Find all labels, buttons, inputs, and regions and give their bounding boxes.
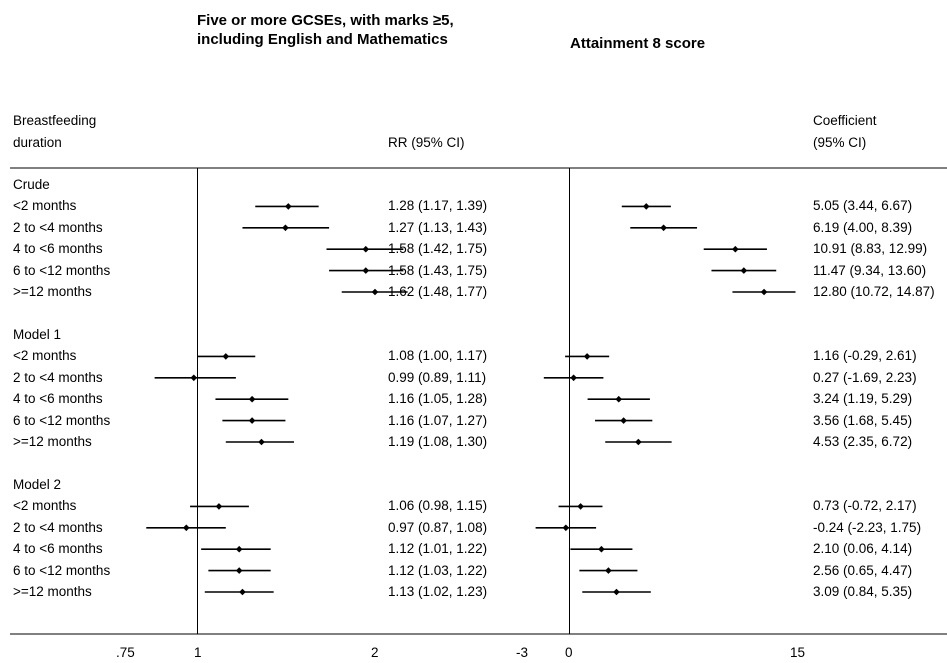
header-coefficient-ci: (95% CI)	[813, 135, 867, 150]
rr-value-0-2: 1.58 (1.42, 1.75)	[388, 241, 488, 257]
header-duration: duration	[13, 135, 62, 150]
coef-value-0-4: 12.80 (10.72, 14.87)	[813, 284, 935, 299]
rr-value-0-3: 1.58 (1.43, 1.75)	[388, 262, 488, 278]
coef-2-2-point	[598, 545, 605, 553]
coef-0-0-point	[642, 203, 650, 210]
rr-1-1-point	[190, 374, 198, 382]
rr-1-0-point	[222, 353, 230, 360]
coef-value-0-0: 5.05 (3.44, 6.67)	[813, 198, 913, 214]
rr-value-1-1: 0.99 (0.89, 1.11)	[388, 369, 487, 385]
row-label-2-0: <2 months	[13, 498, 77, 514]
coef-value-0-3: 11.47 (9.34, 13.60)	[813, 262, 927, 278]
row-label-2-2: 4 to <6 months	[13, 541, 103, 557]
coef-value-1-0: 1.16 (-0.29, 2.61)	[813, 348, 917, 364]
coef-0-4-point	[760, 288, 768, 296]
rr-value-2-3: 1.12 (1.03, 1.22)	[388, 562, 488, 578]
coef-value-2-1: -0.24 (-2.23, 1.75)	[813, 519, 922, 535]
coef-2-4-point	[613, 588, 620, 596]
coef-0-1-point	[660, 224, 667, 232]
rr-2-0-point	[215, 503, 223, 510]
rr-1-4-point	[258, 438, 265, 446]
rr-0-0-point	[285, 203, 292, 210]
rr-1-2-point	[248, 395, 256, 403]
row-label-0-4: >=12 months	[13, 284, 92, 299]
rr-value-2-0: 1.06 (0.98, 1.15)	[388, 498, 488, 514]
row-label-0-1: 2 to <4 months	[13, 219, 103, 235]
coef-2-0-point	[577, 503, 584, 510]
rr-value-0-1: 1.27 (1.13, 1.43)	[388, 219, 488, 235]
header-coefficient: Coefficient	[813, 113, 877, 128]
coef-1-1-point	[570, 374, 577, 382]
rr-0-1-point	[282, 224, 289, 232]
coef-1-0-point	[583, 353, 591, 360]
rr-value-2-4: 1.13 (1.02, 1.23)	[388, 584, 488, 599]
coef-value-1-1: 0.27 (-1.69, 2.23)	[813, 369, 917, 385]
rr-0-2-point	[362, 245, 370, 253]
header-breastfeeding: Breastfeeding	[13, 113, 97, 128]
rr-value-1-4: 1.19 (1.08, 1.30)	[388, 434, 488, 449]
coef-1-2-point	[615, 395, 623, 403]
tick-rr-2: 2	[371, 645, 379, 660]
forest-marks	[146, 203, 796, 596]
coef-value-1-4: 4.53 (2.35, 6.72)	[813, 434, 913, 449]
rr-0-3-point	[362, 267, 370, 274]
rr-value-1-3: 1.16 (1.07, 1.27)	[388, 412, 488, 428]
rr-value-0-0: 1.28 (1.17, 1.39)	[388, 198, 488, 214]
row-label-2-3: 6 to <12 months	[13, 562, 111, 578]
tick-coef-minus3: -3	[516, 645, 529, 660]
chart-title-attainment8: Attainment 8 score	[570, 35, 706, 52]
coef-1-4-point	[635, 438, 642, 446]
rr-value-2-1: 0.97 (0.87, 1.08)	[388, 519, 488, 535]
coef-2-3-point	[605, 567, 612, 574]
tick-coef-0: 0	[565, 645, 573, 660]
row-label-0-2: 4 to <6 months	[13, 241, 103, 257]
tick-rr-1: 1	[194, 645, 202, 660]
coef-0-3-point	[740, 267, 748, 274]
rr-2-2-point	[235, 545, 243, 553]
row-label-1-2: 4 to <6 months	[13, 391, 103, 407]
row-label-2-1: 2 to <4 months	[13, 519, 103, 535]
rr-value-1-0: 1.08 (1.00, 1.17)	[388, 348, 488, 364]
coef-1-3-point	[620, 417, 627, 424]
coef-value-1-2: 3.24 (1.19, 5.29)	[813, 391, 913, 407]
coef-value-2-3: 2.56 (0.65, 4.47)	[813, 562, 913, 578]
coef-value-0-1: 6.19 (4.00, 8.39)	[813, 219, 913, 235]
row-label-0-0: <2 months	[13, 198, 77, 214]
header-rr-ci: RR (95% CI)	[388, 135, 465, 150]
coef-0-2-point	[732, 245, 739, 253]
chart-title-gcse: Five or more GCSEs, with marks ≥5, inclu…	[197, 12, 454, 48]
rr-value-2-2: 1.12 (1.01, 1.22)	[388, 541, 488, 557]
coef-2-1-point	[562, 524, 570, 532]
row-label-2-4: >=12 months	[13, 584, 92, 599]
rr-2-4-point	[239, 588, 246, 596]
row-label-1-1: 2 to <4 months	[13, 369, 103, 385]
coef-value-2-2: 2.10 (0.06, 4.14)	[813, 541, 913, 557]
rr-2-3-point	[235, 567, 243, 574]
row-label-1-3: 6 to <12 months	[13, 412, 111, 428]
row-label-1-0: <2 months	[13, 348, 77, 364]
group-label-1: Model 1	[13, 327, 62, 342]
group-label-0: Crude	[13, 177, 50, 192]
tick-rr-075: .75	[116, 645, 135, 660]
coef-value-0-2: 10.91 (8.83, 12.99)	[813, 241, 928, 257]
coef-value-2-4: 3.09 (0.84, 5.35)	[813, 584, 913, 599]
rr-1-3-point	[248, 417, 256, 424]
rr-2-1-point	[182, 524, 190, 532]
coef-value-2-0: 0.73 (-0.72, 2.17)	[813, 498, 917, 514]
group-label-2: Model 2	[13, 477, 62, 492]
rr-0-4-point	[371, 288, 379, 296]
row-label-1-4: >=12 months	[13, 434, 92, 449]
rr-value-0-4: 1.62 (1.48, 1.77)	[388, 284, 488, 299]
coef-value-1-3: 3.56 (1.68, 5.45)	[813, 412, 913, 428]
rr-value-1-2: 1.16 (1.05, 1.28)	[388, 391, 488, 407]
tick-coef-15: 15	[790, 645, 806, 660]
row-label-0-3: 6 to <12 months	[13, 262, 111, 278]
